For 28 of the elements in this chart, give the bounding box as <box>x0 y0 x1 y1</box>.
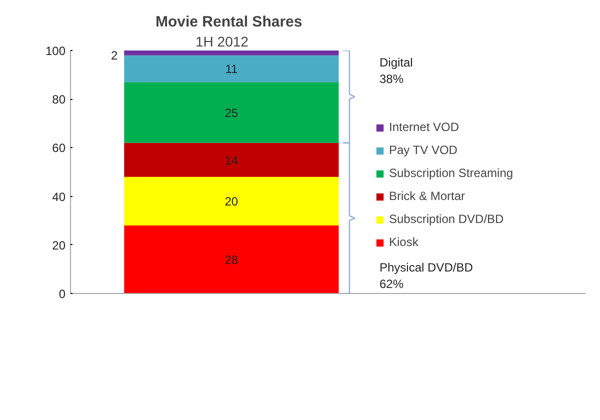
bar <box>124 176 339 226</box>
data-label: 11 <box>225 62 238 76</box>
y-tick-label: 40 <box>52 190 66 204</box>
data-label: 20 <box>224 194 238 209</box>
y-tick-label: 60 <box>52 141 66 156</box>
text: Digital 38% <box>380 55 413 86</box>
chart-title: Movie Rental Shares <box>156 14 302 30</box>
y-tick-label: 80 <box>52 92 66 107</box>
data-label: 2 <box>111 48 118 62</box>
bar <box>124 225 339 294</box>
chart-subtitle: 1H 2012 <box>196 34 249 50</box>
legend-label: Subscription Streaming <box>389 166 514 180</box>
legend-label: Pay TV VOD <box>389 143 458 157</box>
y-tick-label: 20 <box>52 238 66 252</box>
legend-label: Kiosk <box>389 235 418 249</box>
bar <box>124 142 339 177</box>
data-label: 14 <box>224 153 238 168</box>
bar <box>124 82 339 143</box>
legend-label: Internet VOD <box>389 120 460 134</box>
data-label: 25 <box>224 106 238 120</box>
y-tick-label: 100 <box>45 44 66 58</box>
text: Physical DVD/BD 62% <box>380 260 474 292</box>
bar <box>124 55 339 82</box>
legend-label: Brick & Mortar <box>389 189 466 203</box>
data-label: 28 <box>224 252 238 267</box>
bar <box>124 50 339 56</box>
legend-label: Subscription DVD/BD <box>389 212 504 226</box>
y-tick-label: 0 <box>58 287 66 301</box>
